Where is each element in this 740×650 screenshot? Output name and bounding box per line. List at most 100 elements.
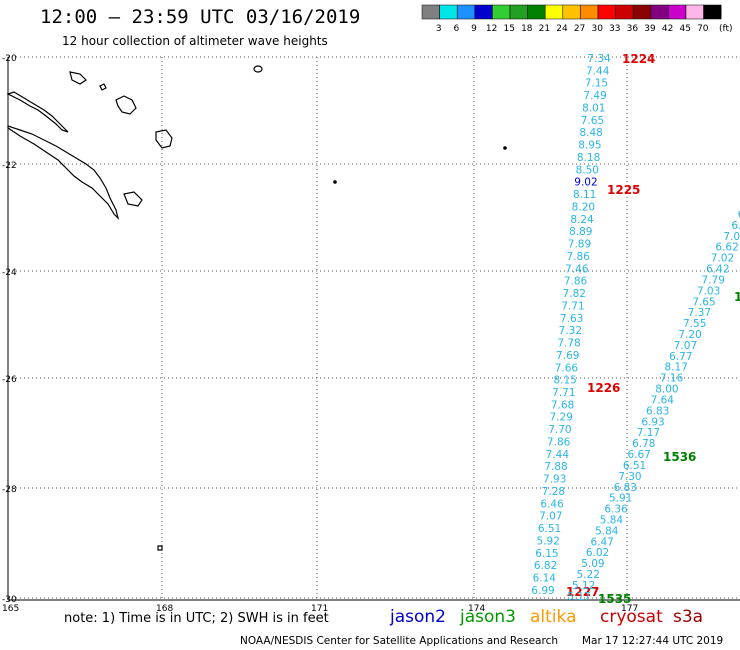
legend-color-swatch	[597, 4, 616, 20]
wave-height-value: 7.82	[563, 288, 586, 300]
legend-color-swatch	[456, 4, 476, 20]
wave-height-value: 8.01	[582, 102, 605, 114]
legend-bin-label: 70	[697, 24, 709, 34]
wave-height-value: 7.65	[692, 296, 715, 308]
legend-bin-label: 27	[574, 24, 585, 34]
wave-height-value: 7.15	[585, 78, 608, 90]
legend-color-swatch	[668, 4, 687, 20]
wave-height-value: 5.92	[537, 535, 560, 547]
longitude-label: 168	[156, 604, 173, 614]
latitude-label: -20	[2, 54, 17, 64]
page-subtitle: 12 hour collection of altimeter wave hei…	[62, 34, 328, 48]
satellite-label-altika: altika	[530, 607, 577, 627]
wave-height-value: 7.44	[546, 449, 570, 461]
wave-height-value: 7.32	[559, 325, 582, 337]
wave-height-value: 6.47	[590, 536, 613, 548]
coastline	[6, 65, 507, 551]
wave-height-value: 8.11	[573, 189, 596, 201]
longitude-label: 171	[311, 604, 328, 614]
legend-color-swatch	[632, 4, 652, 20]
wave-height-value: 7.86	[547, 436, 571, 448]
wave-height-value: 7.16	[660, 373, 684, 385]
legend-bin-label: 24	[556, 24, 568, 34]
wave-height-value: 7.29	[550, 412, 573, 424]
wave-height-value: 8.24	[570, 214, 594, 226]
pass-time-label: 1224	[622, 52, 655, 66]
pass-time-label: 1535	[598, 592, 631, 606]
satellite-label-jason2: jason2	[390, 607, 446, 627]
pass-time-label: 1226	[587, 381, 620, 395]
legend-color-swatch	[562, 4, 581, 20]
wave-height-value: 7.79	[702, 274, 725, 286]
satellite-label-jason3: jason3	[460, 607, 516, 627]
legend-bin-label: 30	[591, 24, 603, 34]
page-title: 12:00 – 23:59 UTC 03/16/2019	[40, 6, 361, 28]
legend-bin-label: 12	[486, 24, 497, 34]
legend-color-swatch	[703, 4, 722, 20]
generation-timestamp: Mar 17 12:27:44 UTC 2019	[582, 635, 724, 647]
legend-color-swatch	[580, 4, 599, 20]
wave-height-value: 5.22	[577, 569, 600, 581]
wave-height-legend: 3 6 9 12 15 18 21 24 27 30 33 36 39 42 45 70 (ft)	[421, 4, 733, 34]
wave-height-value: 6.46	[540, 498, 564, 510]
legend-color-swatch	[685, 4, 704, 20]
wave-height-value: 6.99	[531, 585, 554, 597]
legend-color-swatch	[474, 4, 493, 20]
wave-height-value: 6.15	[535, 548, 558, 560]
wave-height-value: 7.28	[542, 486, 565, 498]
wave-height-value: 6.77	[669, 351, 692, 363]
latitude-label: -30	[2, 595, 17, 605]
ouvea-coastline	[69, 71, 87, 85]
wave-height-value: 6.51	[623, 460, 646, 472]
longitude-label: 165	[2, 604, 19, 614]
wave-height-value: 6.78	[632, 438, 655, 450]
wave-height-value: 6.42	[706, 264, 729, 276]
mare-coastline	[123, 191, 143, 207]
matthew-island	[333, 180, 337, 184]
wave-height-value: 7.02	[711, 253, 734, 265]
wave-height-value: 7.30	[618, 471, 641, 483]
wave-height-value: 6.67	[627, 449, 650, 461]
hunter-island	[503, 146, 507, 150]
wave-height-value: 6.51	[538, 523, 561, 535]
norfolk-island	[157, 545, 163, 551]
legend-bin-label: 18	[521, 24, 533, 34]
wave-height-value: 5.12	[572, 580, 595, 592]
legend-color-swatch	[527, 4, 546, 20]
legend-bin-label: 15	[503, 24, 514, 34]
wave-height-value: 7.70	[548, 424, 571, 436]
wave-height-value: 9.02	[574, 177, 597, 189]
wave-height-value: 7.07	[539, 511, 562, 523]
wave-height-value: 7.65	[581, 115, 604, 127]
wave-height-value: 7.89	[568, 239, 591, 251]
wave-height-value: 7.0	[723, 231, 740, 243]
wave-height-value: 6.83	[614, 482, 637, 494]
wave-height-value: 8.95	[578, 140, 601, 152]
legend-color-swatch	[650, 4, 669, 20]
wave-height-value: 7.66	[555, 362, 579, 374]
altimeter-tracks: 7.347.447.157.498.017.658.488.958.188.50…	[531, 52, 740, 606]
wave-height-value: 6.82	[534, 560, 557, 572]
legend-bin-label: 6	[454, 24, 460, 34]
wave-height-value: 7.49	[583, 90, 606, 102]
wave-height-value: 6.02	[586, 547, 609, 559]
wave-height-value: 6.83	[646, 405, 669, 417]
latitude-label: -26	[2, 375, 17, 385]
lifou-coastline	[155, 129, 173, 149]
wave-height-value: 6	[738, 209, 740, 221]
legend-bin-label: 33	[609, 24, 620, 34]
wave-height-value: 7.69	[556, 350, 579, 362]
wave-height-value: 5.09	[581, 558, 604, 570]
latitude-label: -28	[2, 485, 17, 495]
wave-height-value: 8.89	[569, 226, 592, 238]
new-caledonia-north-coastline	[6, 91, 69, 133]
wave-height-value: 7.71	[552, 387, 575, 399]
satellite-label-cryosat: cryosat	[600, 607, 663, 627]
wave-height-value: 5.84	[600, 514, 624, 526]
wave-height-value: 8.00	[655, 384, 678, 396]
wave-height-value: 7.44	[586, 65, 610, 77]
wave-height-value: 7.78	[557, 338, 580, 350]
wave-height-value: 8.50	[576, 164, 599, 176]
